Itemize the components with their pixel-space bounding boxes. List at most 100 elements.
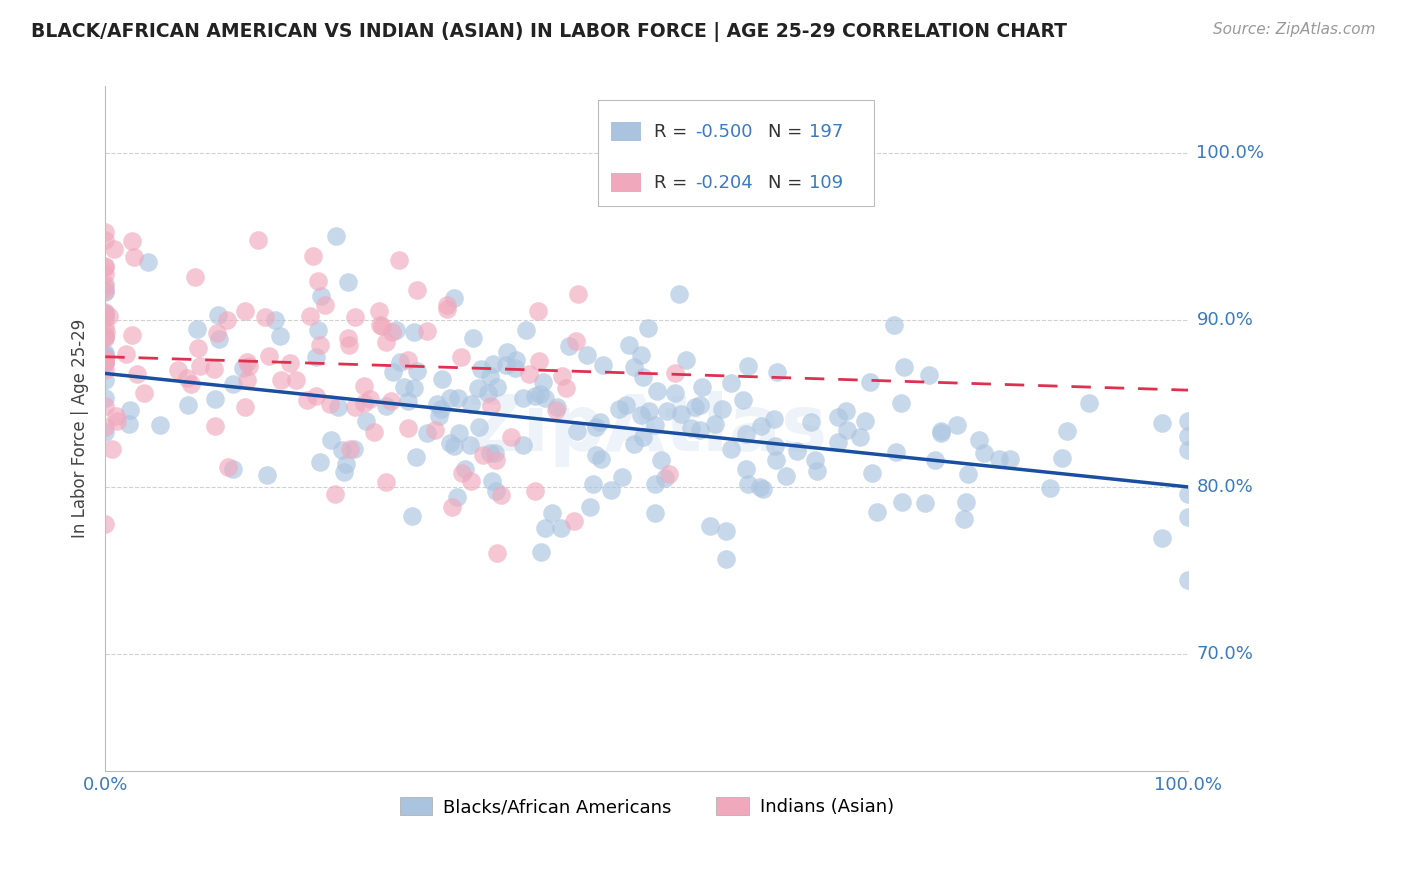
Point <box>550 520 572 534</box>
Point <box>354 413 377 427</box>
Point <box>866 505 889 519</box>
Point <box>763 440 786 454</box>
Point <box>1177 414 1199 428</box>
Point <box>118 417 141 431</box>
Point <box>675 353 697 368</box>
Point <box>177 398 200 412</box>
Point <box>121 327 143 342</box>
Point <box>254 310 277 324</box>
Point <box>278 357 301 371</box>
Point <box>388 354 411 368</box>
Point <box>735 462 758 476</box>
Point <box>184 270 207 285</box>
Point <box>264 313 287 327</box>
Text: 80.0%: 80.0% <box>1197 478 1253 496</box>
Point <box>512 391 534 405</box>
Point <box>527 304 550 318</box>
Point <box>94 355 117 369</box>
Point <box>94 355 117 369</box>
Point <box>439 391 461 405</box>
Text: N =: N = <box>768 123 808 141</box>
Point <box>94 347 117 361</box>
FancyBboxPatch shape <box>612 122 641 142</box>
Text: 100.0%: 100.0% <box>1197 145 1264 162</box>
Point <box>447 392 470 406</box>
Point <box>380 394 402 409</box>
Point <box>671 407 693 421</box>
Point <box>589 415 612 429</box>
Point <box>326 401 349 415</box>
Point <box>359 392 381 406</box>
Point <box>105 409 128 424</box>
Point <box>94 349 117 363</box>
Point <box>484 453 506 467</box>
Point <box>775 468 797 483</box>
Point <box>339 442 361 456</box>
Point <box>436 301 458 316</box>
Point <box>929 424 952 438</box>
Point <box>668 287 690 301</box>
Y-axis label: In Labor Force | Age 25-29: In Labor Force | Age 25-29 <box>72 319 89 538</box>
Point <box>484 484 506 499</box>
Point <box>689 423 711 437</box>
Point <box>749 480 772 494</box>
Point <box>392 379 415 393</box>
Point <box>375 475 398 489</box>
Point <box>558 339 581 353</box>
Point <box>1052 451 1074 466</box>
Text: BLACK/AFRICAN AMERICAN VS INDIAN (ASIAN) IN LABOR FORCE | AGE 25-29 CORRELATION : BLACK/AFRICAN AMERICAN VS INDIAN (ASIAN)… <box>31 22 1067 42</box>
Point <box>890 396 912 410</box>
Point <box>637 404 659 418</box>
Point <box>302 249 325 263</box>
Point <box>308 338 330 352</box>
Point <box>406 364 429 378</box>
Point <box>94 331 117 345</box>
Point <box>837 423 859 437</box>
Point <box>664 367 686 381</box>
Point <box>187 341 209 355</box>
Point <box>657 467 679 482</box>
Point <box>94 280 117 294</box>
Point <box>323 486 346 500</box>
Point <box>884 444 907 458</box>
Point <box>94 330 117 344</box>
Point <box>849 430 872 444</box>
Point <box>929 426 952 441</box>
Point <box>94 355 117 369</box>
Point <box>720 442 742 456</box>
Point <box>238 359 260 373</box>
Point <box>221 461 243 475</box>
Point <box>495 359 517 373</box>
Point <box>396 421 419 435</box>
Point <box>387 252 409 267</box>
Point <box>405 450 427 465</box>
Point <box>737 359 759 374</box>
Point <box>439 435 461 450</box>
Point <box>98 309 121 323</box>
Point <box>204 419 226 434</box>
Point <box>530 544 553 558</box>
Point <box>371 318 394 333</box>
Point <box>396 393 419 408</box>
Point <box>623 359 645 374</box>
Point <box>650 452 672 467</box>
Point <box>450 350 472 364</box>
FancyBboxPatch shape <box>612 173 641 193</box>
Point <box>956 467 979 482</box>
Point <box>946 417 969 432</box>
Point <box>987 452 1010 467</box>
Point <box>689 398 711 412</box>
Text: R =: R = <box>654 174 693 192</box>
Point <box>423 424 446 438</box>
Point <box>681 421 703 435</box>
Point <box>416 324 439 338</box>
Point <box>1177 443 1199 458</box>
Point <box>402 381 425 395</box>
Point <box>115 347 138 361</box>
Point <box>337 331 360 345</box>
Point <box>481 474 503 488</box>
Point <box>404 325 426 339</box>
Point <box>619 338 641 352</box>
Point <box>692 380 714 394</box>
Point <box>751 482 773 496</box>
